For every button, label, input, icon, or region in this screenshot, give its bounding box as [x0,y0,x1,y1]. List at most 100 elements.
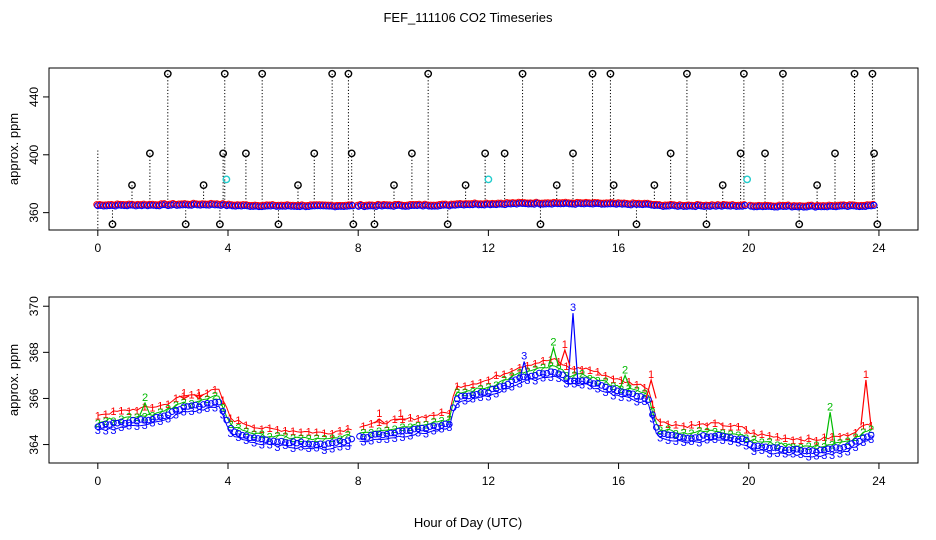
series-1-point: 1 [181,391,187,403]
series-1-point: 1 [579,364,585,376]
spike-label: 2 [622,364,628,376]
series-1-point: 1 [782,433,788,445]
series-1-point: 1 [493,370,499,382]
series-2-point: 2 [735,430,741,442]
series-3-point: 3 [368,435,374,447]
y-tick-label: 370 [27,296,41,316]
circle-point [332,439,340,446]
circle-point [414,425,422,433]
series-3-point: 3 [767,448,773,460]
circle-point [336,437,344,445]
series-2-point: 2 [571,370,577,382]
excursion-point [666,149,675,158]
series-1-point: 1 [204,388,210,400]
circle-point [274,438,281,446]
circle-point [676,433,684,441]
circle-point [223,416,231,424]
series-3-point: 3 [602,387,608,399]
spike-line [559,348,571,366]
circle-point [824,445,832,453]
circle-point [231,428,238,436]
series-1-point: 1 [95,410,101,422]
circle-point [180,403,188,411]
series-3-point: 3 [727,436,733,448]
spike-label: 2 [550,337,556,349]
spike-line [860,379,872,426]
circle-point [586,379,594,386]
circle-point [168,408,176,416]
series-2-point: 2 [282,431,288,443]
top-y-axis-label: approx. ppm [6,113,21,185]
excursion-point [181,220,190,229]
series-1-point: 1 [415,413,421,425]
circle-point [805,447,812,454]
circle-point [199,401,207,408]
series-1-point: 1 [618,375,624,387]
x-tick-label: 12 [482,474,496,488]
series-3-point: 3 [712,434,718,446]
circle-point [863,433,871,440]
series-2-point: 2 [704,426,710,438]
circle-point [442,420,449,428]
series-2-point: 2 [673,428,679,440]
series-2-point: 2 [228,419,234,431]
circle-point [207,400,215,407]
series-1-point: 1 [142,401,148,413]
circle-point [613,387,621,395]
excursion-point [274,220,283,229]
circle-point [430,422,438,430]
circle-point [742,436,750,444]
series-1-point: 1 [360,421,366,433]
series-3-point: 3 [220,410,226,422]
series-3-point: 3 [688,436,694,448]
circle-point [281,439,289,446]
excursion-point [370,220,379,229]
series-1-point: 1 [134,405,140,417]
series-3-point: 3 [243,435,249,447]
series-3-point: 3 [290,443,296,455]
series-1-point: 1 [298,427,304,439]
series-1-point: 1 [392,414,398,426]
circle-point [543,369,551,377]
series-1-point: 1 [727,421,733,433]
series-1-point: 1 [681,421,687,433]
series-1-point: 1 [626,377,632,389]
top-x-axis: 0 4 8 12 16 20 24 [94,230,886,255]
excursion-point [199,181,208,190]
circle-point [137,416,145,423]
series-1-point: 1 [368,419,374,431]
series-1-point: 1 [423,413,429,425]
circle-point [571,377,578,385]
series-1-point: 1 [337,426,343,438]
excursion-point [220,69,229,78]
series-2-point: 2 [860,427,866,439]
series-1-point: 1 [110,406,116,418]
series-3-point: 3 [509,382,515,394]
series-1-point: 1 [165,399,171,411]
series-3-point: 3 [423,428,429,440]
excursion-point [500,149,509,158]
excursion-point [242,149,250,158]
series-3-point: 3 [462,396,468,408]
series-3-point: 3 [673,436,679,448]
series-3-point: 3 [563,379,569,391]
circle-point [211,399,219,406]
circle-point [485,389,492,396]
circle-point [590,380,598,387]
series-1-point: 1 [821,432,827,444]
series-1-line [97,358,872,442]
excursion-point [702,220,711,229]
series-3-point: 3 [837,449,843,461]
series-1-point: 1 [571,364,577,376]
excursion-point [870,149,878,158]
circle-point [641,395,648,402]
excursion-point [739,69,748,78]
series-3-point: 3 [595,383,601,395]
series-2-point: 2 [751,434,757,446]
circle-point [157,413,164,420]
circle-point [278,437,285,445]
series-2-point: 2 [681,428,687,440]
excursion-point [344,69,353,78]
series-3-point: 3 [384,434,390,446]
series-3-point: 3 [696,437,702,449]
